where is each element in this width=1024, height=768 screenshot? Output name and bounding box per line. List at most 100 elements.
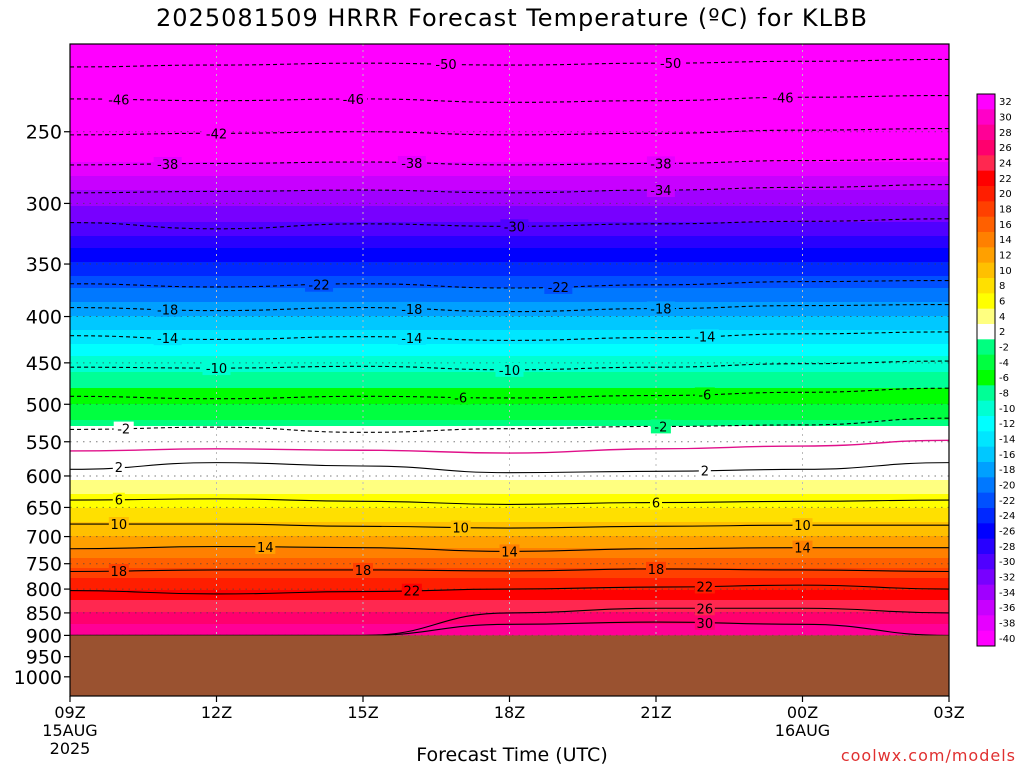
temperature-band [70,118,949,121]
colorbar-label: -22 [999,496,1015,507]
contour-label: -38 [401,157,422,172]
temperature-band [70,352,949,355]
temperature-band [70,294,949,297]
y-tick-label: 900 [26,625,62,647]
temperature-band [70,414,949,417]
contour-label: 6 [115,494,123,509]
y-tick-label: 250 [26,122,62,144]
x-tick-label: 12Z [201,703,232,722]
temperature-band [70,444,949,447]
temperature-band [70,502,949,505]
colorbar-label: -20 [999,481,1015,492]
temperature-band [70,300,949,303]
temperature-band [70,274,949,277]
temperature-band [70,124,949,127]
temperature-band [70,540,949,543]
temperature-band [70,480,949,483]
contour-line [70,568,949,573]
contour-label: 14 [257,541,274,556]
temperature-band [70,384,949,387]
x-tick-label: 00Z [787,703,818,722]
y-tick-label: 850 [26,603,62,625]
temperature-band [70,84,949,87]
contour-label-bg [108,517,129,532]
y-tick-label: 550 [26,432,62,454]
temperature-band [70,48,949,51]
contour-label: -14 [401,332,422,347]
colorbar-swatch [977,262,995,279]
temperature-band [70,60,949,63]
colorbar-swatch [977,477,995,494]
contour-label: 30 [697,617,714,632]
temperature-band [70,96,949,99]
temperature-band [70,610,949,613]
temperature-band [70,576,949,579]
temperature-band [70,238,949,241]
temperature-band [70,240,949,243]
temperature-band [70,450,949,453]
colorbar-label: -4 [999,358,1009,369]
colorbar-swatch [977,293,995,310]
contour-label-bg [650,495,662,510]
temperature-band [70,66,949,69]
temperature-band [70,306,949,309]
contour-label-bg [202,361,231,376]
temperature-band [70,420,949,423]
contour-label: -14 [157,332,178,347]
contour-label-bg [255,539,276,554]
temperature-band [70,172,949,175]
colorbar-label: 22 [999,174,1012,185]
contour-label: -18 [650,302,671,317]
temperature-band [70,396,949,399]
contour-label-bg [694,601,715,616]
temperature-band [70,342,949,345]
contour-label: 18 [648,563,665,578]
temperature-band [70,432,949,435]
temperature-band [70,622,949,625]
temperature-band [70,456,949,459]
temperature-band [70,268,949,271]
temperature-band [70,516,949,519]
contour-line [70,439,949,454]
temperature-band [70,558,949,561]
temperature-band [70,336,949,339]
temperature-band [70,378,949,381]
contour-label-bg [650,419,671,434]
temperature-band [70,76,949,79]
temperature-band [70,160,949,163]
contour-label-bg [153,331,182,346]
temperature-band [70,130,949,133]
contour-label: 2 [115,461,123,476]
contour-label: -6 [454,391,467,406]
temperature-band [70,204,949,207]
contour-label-bg [646,156,675,171]
contour-label: 10 [111,518,128,533]
contour-label: 18 [111,565,128,580]
temperature-band [70,178,949,181]
credit-link[interactable]: coolwx.com/models [840,746,1016,765]
temperature-band [70,298,949,301]
colorbar-swatch [977,324,995,340]
colorbar-swatch [977,569,995,586]
contour-label: -50 [435,58,456,73]
temperature-band [70,360,949,363]
temperature-band [70,504,949,507]
colorbar-swatch [977,278,995,294]
contour-label: -10 [499,364,520,379]
temperature-band [70,292,949,295]
temperature-band [70,264,949,267]
contour-label-bg [397,301,426,316]
temperature-band [70,442,949,445]
colorbar-swatch [977,124,995,141]
colorbar-swatch [977,446,995,463]
temperature-band [70,526,949,529]
temperature-band [70,310,949,313]
contour-label-bg [646,183,675,198]
temperature-band [70,630,949,633]
colorbar-swatch [977,492,995,509]
temperature-band [70,424,949,427]
temperature-band [70,246,949,249]
temperature-band [70,126,949,129]
colorbar-label: -14 [999,435,1015,446]
colorbar-swatch [977,584,995,601]
